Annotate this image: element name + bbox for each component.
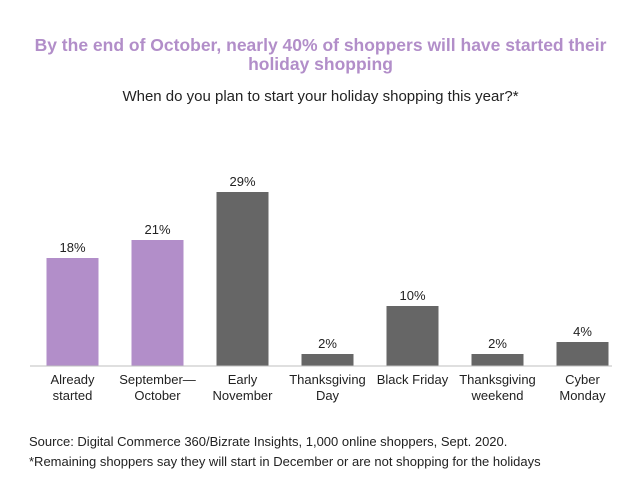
bar-4 xyxy=(386,306,439,366)
data-label-5: 2% xyxy=(488,336,507,351)
category-label-1: September— October xyxy=(119,372,196,403)
category-label-3: Thanksgiving Day xyxy=(289,372,366,403)
category-label-5: Thanksgiving weekend xyxy=(459,372,536,403)
chart-subtitle: When do you plan to start your holiday s… xyxy=(122,88,519,105)
category-label-4: Black Friday xyxy=(377,372,449,387)
category-label-2: Early November xyxy=(213,372,274,403)
bars-group xyxy=(46,192,609,366)
data-label-2: 29% xyxy=(229,174,255,189)
chart-title: By the end of October, nearly 40% of sho… xyxy=(34,35,607,74)
bar-2 xyxy=(216,192,269,366)
bar-6 xyxy=(556,342,609,366)
bar-3 xyxy=(301,354,354,366)
category-label-0: Already started xyxy=(50,372,95,403)
labels-group: 18% Already started 21% September— October 29%… xyxy=(50,174,606,403)
bar-5 xyxy=(471,354,524,366)
category-label-6: Cyber Monday xyxy=(559,372,606,403)
data-label-1: 21% xyxy=(144,222,170,237)
bar-1 xyxy=(131,240,184,366)
source-note: Source: Digital Commerce 360/Bizrate Ins… xyxy=(29,434,508,449)
data-label-3: 2% xyxy=(318,336,337,351)
bar-0 xyxy=(46,258,99,366)
data-label-6: 4% xyxy=(573,324,592,339)
data-label-0: 18% xyxy=(59,240,85,255)
footnote: *Remaining shoppers say they will start … xyxy=(29,454,541,469)
data-label-4: 10% xyxy=(399,288,425,303)
